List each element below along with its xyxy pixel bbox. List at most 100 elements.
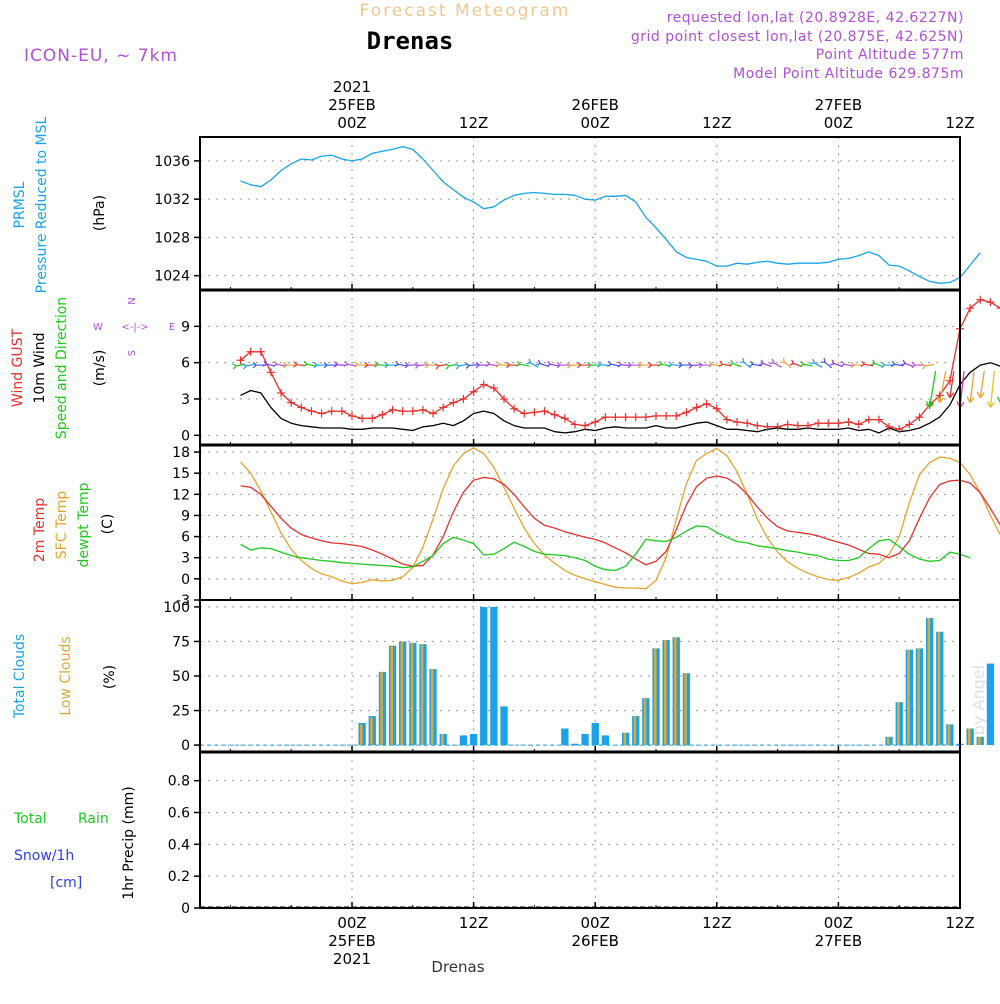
model-name: ICON-EU, ~ 7km <box>24 46 178 66</box>
wind-direction-arrow <box>841 361 853 366</box>
low-cloud-bar <box>948 724 951 745</box>
wind-direction-arrow <box>253 362 265 367</box>
time-label-top: 00Z <box>337 114 366 132</box>
time-label-bottom: 12Z <box>702 914 731 932</box>
wind-direction-arrow <box>922 364 934 369</box>
wind-direction-arrow <box>821 358 832 368</box>
temp-side-labels: 2m Temp SFC Temp dewpt Temp (C) <box>32 482 116 567</box>
grid-lines <box>200 137 960 908</box>
total-cloud-bar <box>987 664 994 746</box>
time-label-bottom: 27FEB <box>815 932 862 950</box>
wind-strong-arrow <box>927 371 936 407</box>
time-label-top: 2021 <box>333 78 371 96</box>
grid-point-coords: grid point closest lon,lat (20.875E, 42.… <box>631 29 964 45</box>
gust-marker <box>824 419 832 427</box>
pressure-label-prmsl: PRMSL <box>12 181 28 228</box>
pressure-side-labels: PRMSL Pressure Reduced to MSL (hPa) <box>12 116 108 293</box>
low-cloud-bar <box>441 734 444 745</box>
compass-s: S <box>127 350 138 356</box>
time-axis: 202125FEB00Z00Z25FEB202112Z12Z26FEB00Z00… <box>230 78 974 968</box>
time-label-bottom: 00Z <box>824 914 853 932</box>
total-cloud-bar <box>480 607 487 745</box>
low-cloud-bar <box>887 737 890 745</box>
gust-marker <box>389 406 397 414</box>
total-cloud-bar <box>460 735 467 745</box>
cloud-label-low: Low Clouds <box>58 636 74 715</box>
precip-label-cm: [cm] <box>50 875 82 891</box>
time-label-bottom: 12Z <box>459 914 488 932</box>
y-tick-label: 9 <box>181 319 190 335</box>
wind-strong-arrow <box>937 371 946 402</box>
gust-marker <box>297 403 305 411</box>
gust-marker <box>672 412 680 420</box>
wind-label-gust: Wind GUST <box>10 328 26 407</box>
panel-frames <box>200 137 960 908</box>
gust-marker <box>865 416 873 424</box>
cloud-side-labels: Total Clouds Low Clouds (%) <box>12 634 118 719</box>
temp-label-2m: 2m Temp <box>32 498 48 562</box>
y-tick-label: 1028 <box>154 230 190 246</box>
y-tick-label: 3 <box>181 392 190 408</box>
wind-direction-arrow <box>395 361 407 366</box>
gust-marker <box>652 412 660 420</box>
watermark: by Angel <box>969 665 988 735</box>
time-label-bottom: 25FEB <box>328 932 375 950</box>
low-cloud-bar <box>390 646 393 746</box>
time-label-bottom: 26FEB <box>571 932 618 950</box>
time-label-top: 00Z <box>581 114 610 132</box>
total-cloud-bar <box>581 734 588 745</box>
y-tick-label: 0 <box>181 901 190 917</box>
time-label-top: 26FEB <box>571 96 618 114</box>
gust-marker <box>328 407 336 415</box>
time-label-bottom: 12Z <box>945 914 974 932</box>
wind-label-10m: 10m Wind <box>32 332 48 403</box>
panel-frame <box>200 137 960 290</box>
y-tick-label: 0.8 <box>168 774 190 790</box>
gust-marker <box>541 407 549 415</box>
low-cloud-bar <box>634 716 637 745</box>
total-cloud-bar <box>500 706 507 745</box>
low-cloud-bar <box>897 702 900 745</box>
gust-marker <box>814 419 822 427</box>
total-cloud-bar <box>592 723 599 745</box>
gust-marker <box>581 422 589 430</box>
gust-marker <box>561 414 569 422</box>
low-cloud-bar <box>401 642 404 746</box>
wind-speed-line <box>241 363 1000 433</box>
location-title: Drenas <box>367 27 454 55</box>
pressure-line <box>241 147 981 284</box>
dewpt-line <box>241 526 971 570</box>
low-cloud-bar <box>411 643 414 745</box>
gust-marker <box>399 407 407 415</box>
cloud-ylabel: (%) <box>102 665 118 689</box>
wind-direction-arrow <box>881 362 893 367</box>
gust-marker <box>784 420 792 428</box>
low-cloud-bar <box>938 632 941 745</box>
gust-marker <box>662 412 670 420</box>
gust-marker <box>855 420 863 428</box>
requested-coords: requested lon,lat (20.8928E, 42.6227N) <box>667 10 964 26</box>
model-altitude: Model Point Altitude 629.875m <box>733 66 964 82</box>
wind-compass: N W <-|-> E S <box>93 297 175 356</box>
total-cloud-bar <box>470 734 477 745</box>
y-tick-label: 0 <box>181 738 190 754</box>
low-cloud-bar <box>684 673 687 745</box>
point-altitude: Point Altitude 577m <box>816 47 964 63</box>
pressure-label-msl: Pressure Reduced to MSL <box>34 116 50 293</box>
compass-arrows: <-|-> <box>121 322 148 333</box>
y-tick-label: 0.2 <box>168 869 190 885</box>
gust-marker <box>571 420 579 428</box>
wind-strong-arrow <box>977 371 984 398</box>
gust-marker <box>307 407 315 415</box>
time-label-top: 00Z <box>824 114 853 132</box>
sfc-temp-line <box>241 448 1000 589</box>
wind-direction-arrow <box>891 361 903 366</box>
compass-n: N <box>127 297 138 304</box>
y-tick-label: 0.6 <box>168 805 190 821</box>
low-cloud-bar <box>928 618 931 745</box>
